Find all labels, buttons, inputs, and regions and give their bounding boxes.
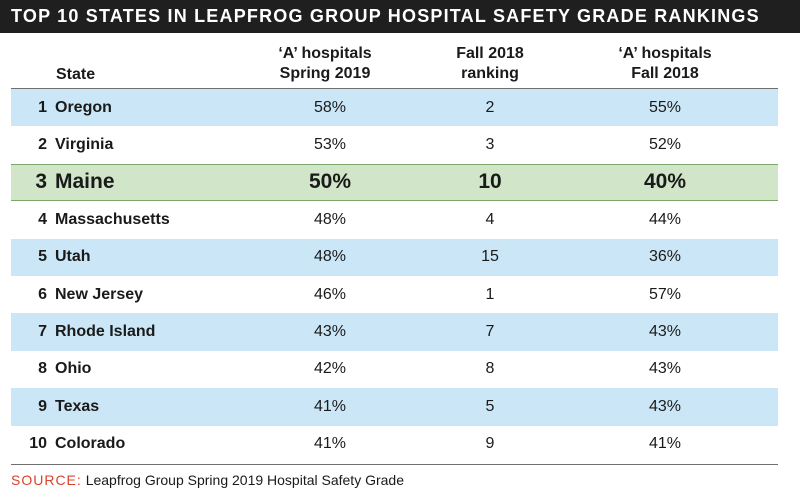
title-bar: TOP 10 STATES IN LEAPFROG GROUP HOSPITAL… [0, 0, 800, 33]
a-hospitals-fall-2018-cell: 52% [648, 136, 682, 154]
a-hospitals-fall-2018-cell: 43% [648, 323, 682, 341]
header-line: ranking [461, 65, 519, 82]
a-hospitals-fall-2018-cell: 43% [648, 360, 682, 378]
header-line: ‘A’ hospitals [618, 45, 712, 62]
state-cell: Maine [55, 170, 115, 194]
rank-cell: 7 [38, 323, 47, 341]
table-row: 6 New Jersey 46% 1 57% [11, 276, 778, 313]
header-a-hospitals-fall-2018: ‘A’ hospitals Fall 2018 [550, 44, 780, 84]
state-cell: Massachusetts [55, 210, 170, 228]
a-hospitals-spring-2019-cell: 58% [313, 98, 347, 116]
fall-2018-ranking-cell: 7 [485, 323, 495, 341]
state-cell: Virginia [55, 136, 114, 154]
a-hospitals-spring-2019-cell: 43% [313, 323, 347, 341]
header-line: Fall 2018 [456, 45, 524, 62]
state-cell: New Jersey [55, 285, 144, 303]
fall-2018-ranking-cell: 3 [485, 136, 495, 154]
fall-2018-ranking-cell: 1 [485, 285, 495, 303]
a-hospitals-spring-2019-cell: 50% [308, 170, 352, 194]
a-hospitals-spring-2019-cell: 48% [313, 248, 347, 266]
rank-cell: 4 [38, 210, 47, 228]
state-cell: Texas [55, 397, 100, 415]
top-rule [11, 88, 778, 89]
header-line: Spring 2019 [279, 65, 371, 82]
rank-cell: 1 [38, 98, 47, 116]
table-row: 9 Texas 41% 5 43% [11, 388, 778, 426]
table-row: 5 Utah 48% 15 36% [11, 238, 778, 276]
source-label: SOURCE: [11, 472, 82, 488]
fall-2018-ranking-cell: 4 [485, 210, 495, 228]
rank-cell: 5 [38, 248, 47, 266]
a-hospitals-spring-2019-cell: 48% [313, 210, 347, 228]
table-row: 8 Ohio 42% 8 43% [11, 351, 778, 388]
state-cell: Oregon [55, 98, 112, 116]
table-row: 4 Massachusetts 48% 4 44% [11, 201, 778, 238]
rank-cell: 10 [29, 435, 47, 453]
a-hospitals-fall-2018-cell: 40% [643, 170, 687, 194]
a-hospitals-fall-2018-cell: 44% [648, 210, 682, 228]
fall-2018-ranking-cell: 10 [478, 170, 502, 194]
header-state: State [56, 66, 96, 83]
rank-cell: 9 [38, 397, 47, 415]
fall-2018-ranking-cell: 5 [485, 397, 495, 415]
rankings-table: 1 Oregon 58% 2 55% 2 Virginia 53% 3 52% 3 Maine 50% 1… [11, 89, 778, 463]
state-cell: Ohio [55, 360, 92, 378]
bottom-rule [11, 464, 778, 465]
a-hospitals-spring-2019-cell: 46% [313, 285, 347, 303]
a-hospitals-fall-2018-cell: 57% [648, 285, 682, 303]
rank-cell: 2 [38, 136, 47, 154]
fall-2018-ranking-cell: 15 [481, 248, 499, 266]
table-row-highlighted: 3 Maine 50% 10 40% [11, 163, 778, 202]
table-row: 2 Virginia 53% 3 52% [11, 126, 778, 163]
state-cell: Utah [55, 248, 91, 266]
rank-cell: 6 [38, 285, 47, 303]
a-hospitals-spring-2019-cell: 53% [313, 136, 347, 154]
fall-2018-ranking-cell: 8 [485, 360, 495, 378]
a-hospitals-spring-2019-cell: 41% [313, 435, 347, 453]
source-note: SOURCE: Leapfrog Group Spring 2019 Hospi… [11, 472, 404, 488]
a-hospitals-fall-2018-cell: 43% [648, 397, 682, 415]
state-cell: Colorado [55, 435, 126, 453]
fall-2018-ranking-cell: 9 [485, 435, 495, 453]
header-line: Fall 2018 [631, 65, 699, 82]
a-hospitals-fall-2018-cell: 55% [648, 98, 682, 116]
table-row: 1 Oregon 58% 2 55% [11, 89, 778, 127]
chart-title: TOP 10 STATES IN LEAPFROG GROUP HOSPITAL… [11, 6, 760, 26]
header-line: ‘A’ hospitals [278, 45, 372, 62]
table-row: 10 Colorado 41% 9 41% [11, 426, 778, 463]
a-hospitals-fall-2018-cell: 36% [648, 248, 682, 266]
a-hospitals-fall-2018-cell: 41% [648, 435, 682, 453]
header-a-hospitals-spring-2019: ‘A’ hospitals Spring 2019 [220, 44, 430, 84]
a-hospitals-spring-2019-cell: 41% [313, 397, 347, 415]
fall-2018-ranking-cell: 2 [485, 98, 495, 116]
a-hospitals-spring-2019-cell: 42% [313, 360, 347, 378]
rank-cell: 8 [38, 360, 47, 378]
rank-cell: 3 [35, 170, 47, 194]
source-text: Leapfrog Group Spring 2019 Hospital Safe… [85, 472, 404, 488]
state-cell: Rhode Island [55, 323, 156, 341]
header-fall-2018-ranking: Fall 2018 ranking [395, 44, 585, 84]
table-row: 7 Rhode Island 43% 7 43% [11, 313, 778, 351]
